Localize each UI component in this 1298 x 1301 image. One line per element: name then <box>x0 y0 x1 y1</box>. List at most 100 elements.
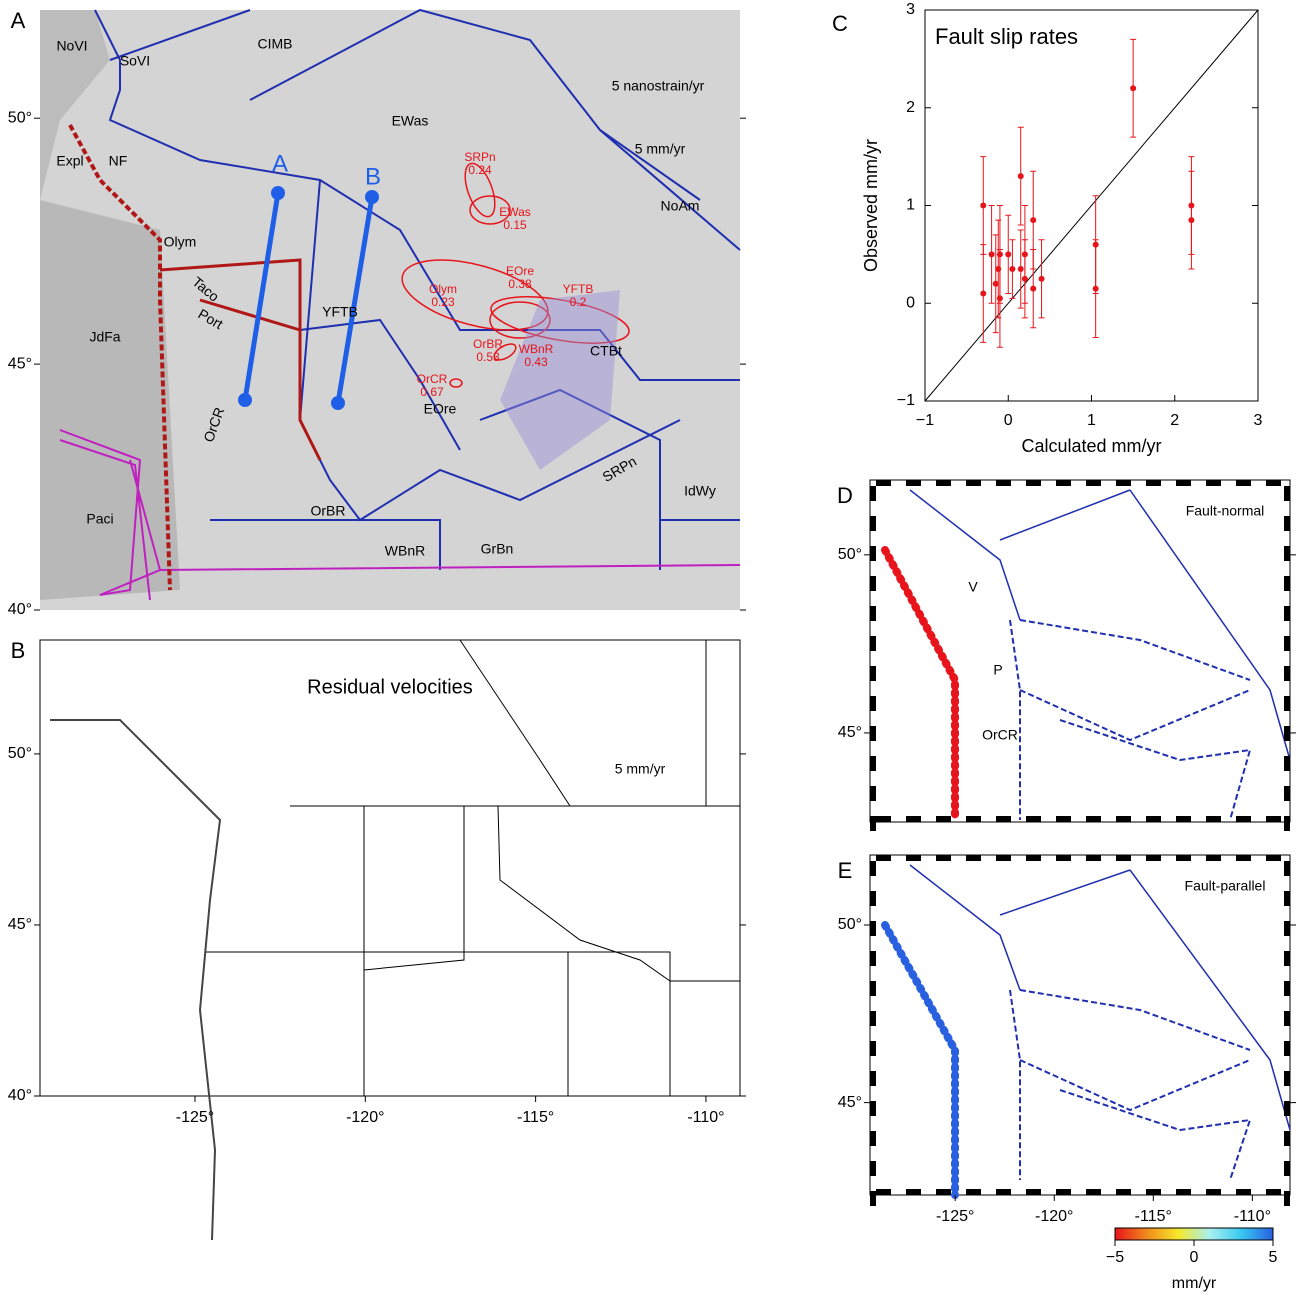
point <box>1188 202 1195 209</box>
x-tick-label: -110° <box>1234 1208 1271 1225</box>
region-label: EWas <box>392 113 429 129</box>
frame-tick <box>870 1101 876 1116</box>
frame-tick <box>936 1189 951 1195</box>
panel-label: C <box>832 11 848 36</box>
point <box>980 202 987 209</box>
strain-ellipses <box>401 162 630 388</box>
trench-trace <box>881 546 959 824</box>
chart-title: Fault slip rates <box>935 24 1078 49</box>
x-axis-label: Calculated mm/yr <box>1021 436 1161 456</box>
state-borders <box>205 639 740 1096</box>
profile-line <box>242 192 375 404</box>
region-label: 5 nanostrain/yr <box>612 78 705 94</box>
frame-tick <box>1266 1189 1281 1195</box>
frame-tick <box>936 816 951 822</box>
colorbar <box>1114 1227 1274 1241</box>
point <box>1130 85 1137 92</box>
frame-tick <box>870 696 876 711</box>
strain-value: 0.53 <box>476 350 500 364</box>
subduction-trench <box>68 124 172 591</box>
frame-tick <box>936 855 951 861</box>
frame-tick <box>1284 666 1290 681</box>
frame-tick <box>996 480 1011 486</box>
map-title: Residual velocities <box>307 676 473 698</box>
frame-tick <box>1284 1101 1290 1116</box>
strain-value: 0.23 <box>431 295 455 309</box>
frame-tick <box>1284 1191 1290 1206</box>
y-tick-label: −1 <box>897 392 915 409</box>
strain-name: EOre <box>506 264 534 278</box>
block-boundaries <box>909 489 1291 1131</box>
fault-block <box>159 258 322 461</box>
plate-boundary <box>59 429 162 596</box>
frame-tick <box>870 981 876 996</box>
strain-name: YFTB <box>563 282 594 296</box>
frame-tick <box>1266 855 1281 861</box>
point <box>1009 266 1016 273</box>
x-tick-label: -115° <box>517 1109 554 1126</box>
frame-tick <box>870 486 876 501</box>
frame-tick <box>876 855 891 861</box>
frame-tick <box>1236 816 1251 822</box>
frame-tick <box>1236 1189 1251 1195</box>
point <box>1030 285 1037 292</box>
frame-tick <box>1284 1131 1290 1146</box>
x-tick-label: -115° <box>1135 1208 1172 1225</box>
x-tick-label: 1 <box>1087 412 1096 429</box>
strain-name: SRPn <box>464 150 495 164</box>
frame-tick <box>936 480 951 486</box>
region-label: OrCR <box>982 727 1018 743</box>
region-label: Fault-parallel <box>1185 878 1266 894</box>
region-label: CTBt <box>590 343 622 359</box>
region-label: Paci <box>86 511 113 527</box>
frame-tick <box>870 546 876 561</box>
y-tick-label: 40° <box>8 601 32 618</box>
panel-label: A <box>11 8 26 33</box>
frame-tick <box>1284 606 1290 621</box>
point <box>980 290 987 297</box>
frame-tick <box>906 855 921 861</box>
frame-tick <box>870 891 876 906</box>
colorbar-tick-label: 5 <box>1269 1249 1278 1266</box>
frame-tick <box>966 855 981 861</box>
frame-tick <box>1284 1041 1290 1056</box>
ocean <box>40 10 110 200</box>
frame-tick <box>1284 486 1290 501</box>
frame-tick <box>1056 1189 1071 1195</box>
frame-tick <box>1086 480 1101 486</box>
region-label: OrBR <box>311 503 346 519</box>
frame-tick <box>1146 1189 1161 1195</box>
frame-tick <box>1284 1011 1290 1026</box>
point <box>1017 173 1024 180</box>
frame-tick <box>870 786 876 801</box>
coastline <box>50 719 222 1241</box>
strain-name: OrCR <box>417 372 448 386</box>
region-label: A <box>272 150 288 177</box>
y-tick-label: 45° <box>8 355 32 372</box>
frame-tick <box>1284 816 1290 831</box>
y-axis-label: Observed mm/yr <box>861 139 881 272</box>
frame-tick <box>1284 696 1290 711</box>
frame-tick <box>1284 636 1290 651</box>
frame-tick <box>1266 480 1281 486</box>
point <box>1005 251 1012 258</box>
region-label: Olym <box>164 234 197 250</box>
frame-tick <box>1284 981 1290 996</box>
frame-tick <box>1284 951 1290 966</box>
frame-tick <box>906 1189 921 1195</box>
frame-tick <box>1116 1189 1131 1195</box>
frame-tick <box>876 816 891 822</box>
frame-tick <box>870 726 876 741</box>
frame-tick <box>870 606 876 621</box>
point <box>988 251 995 258</box>
frame-tick <box>1026 480 1041 486</box>
y-tick-label: 50° <box>8 109 32 126</box>
point <box>992 280 999 287</box>
map-frame <box>869 479 1291 823</box>
plate-boundary <box>59 439 741 601</box>
strain-value: 0.43 <box>524 355 548 369</box>
region-label: NoVI <box>56 38 87 54</box>
frame-tick <box>1236 855 1251 861</box>
y-tick-label: 0 <box>906 294 915 311</box>
